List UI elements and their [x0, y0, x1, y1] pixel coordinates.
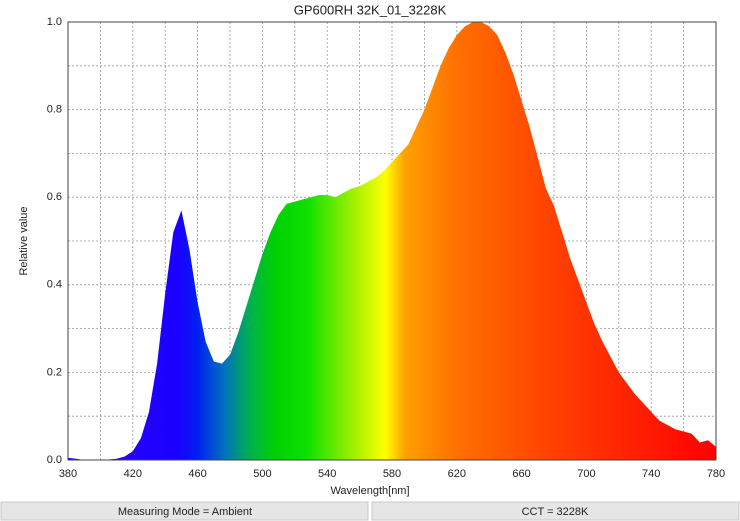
x-tick-label: 700	[577, 468, 595, 480]
x-tick-label: 620	[448, 468, 466, 480]
x-tick-label: 460	[188, 468, 206, 480]
y-tick-label: 0.8	[47, 104, 62, 116]
y-tick-label: 0.6	[47, 191, 62, 203]
x-tick-label: 380	[59, 468, 77, 480]
y-tick-label: 0.4	[47, 279, 62, 291]
footer-right-box	[371, 501, 740, 521]
x-tick-label: 740	[642, 468, 660, 480]
y-tick-label: 0.0	[47, 454, 62, 466]
x-tick-label: 580	[383, 468, 401, 480]
footer-right: CCT = 3228K	[522, 506, 589, 518]
x-tick-label: 420	[124, 468, 142, 480]
plot-area	[67, 21, 717, 461]
x-tick-label: 500	[253, 468, 271, 480]
x-tick-label: 660	[512, 468, 530, 480]
y-tick-label: 0.2	[47, 366, 62, 378]
y-tick-label: 1.0	[47, 16, 62, 28]
footer-left: Measuring Mode = Ambient	[118, 506, 252, 518]
chart-title: GP600RH 32K_01_3228K	[294, 2, 447, 17]
spectrum-area	[68, 22, 716, 460]
x-tick-label: 540	[318, 468, 336, 480]
plot-frame	[67, 21, 717, 461]
y-axis-label: Relative value	[18, 206, 30, 275]
footer-left-box	[0, 501, 369, 521]
x-tick-label: 780	[707, 468, 725, 480]
x-axis-label: Wavelength[nm]	[330, 485, 409, 497]
